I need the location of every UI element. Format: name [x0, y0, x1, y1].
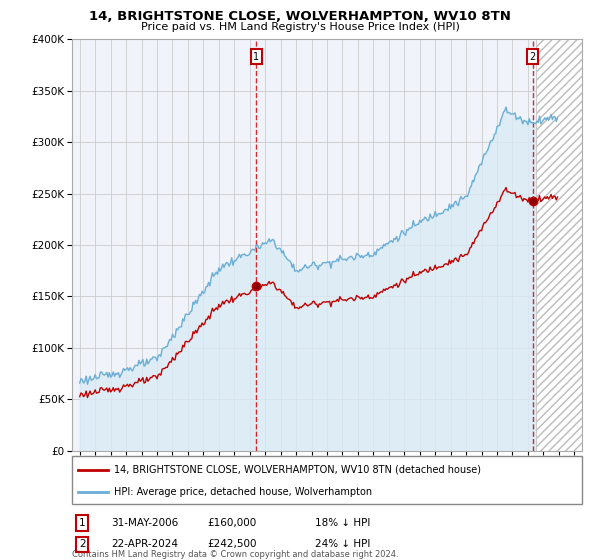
Text: Price paid vs. HM Land Registry's House Price Index (HPI): Price paid vs. HM Land Registry's House … [140, 22, 460, 32]
Text: 24% ↓ HPI: 24% ↓ HPI [315, 539, 370, 549]
Text: 14, BRIGHTSTONE CLOSE, WOLVERHAMPTON, WV10 8TN (detached house): 14, BRIGHTSTONE CLOSE, WOLVERHAMPTON, WV… [114, 465, 481, 475]
Text: 22-APR-2024: 22-APR-2024 [111, 539, 178, 549]
Text: 1: 1 [79, 518, 86, 528]
Text: 31-MAY-2006: 31-MAY-2006 [111, 518, 178, 528]
Text: 2: 2 [530, 52, 536, 62]
Text: Contains HM Land Registry data © Crown copyright and database right 2024.: Contains HM Land Registry data © Crown c… [72, 550, 398, 559]
Text: 18% ↓ HPI: 18% ↓ HPI [315, 518, 370, 528]
Text: £160,000: £160,000 [207, 518, 256, 528]
Text: 2: 2 [79, 539, 86, 549]
Text: £242,500: £242,500 [207, 539, 257, 549]
Text: 1: 1 [253, 52, 259, 62]
Text: HPI: Average price, detached house, Wolverhampton: HPI: Average price, detached house, Wolv… [114, 487, 372, 497]
Polygon shape [536, 39, 582, 451]
Text: 14, BRIGHTSTONE CLOSE, WOLVERHAMPTON, WV10 8TN: 14, BRIGHTSTONE CLOSE, WOLVERHAMPTON, WV… [89, 10, 511, 23]
